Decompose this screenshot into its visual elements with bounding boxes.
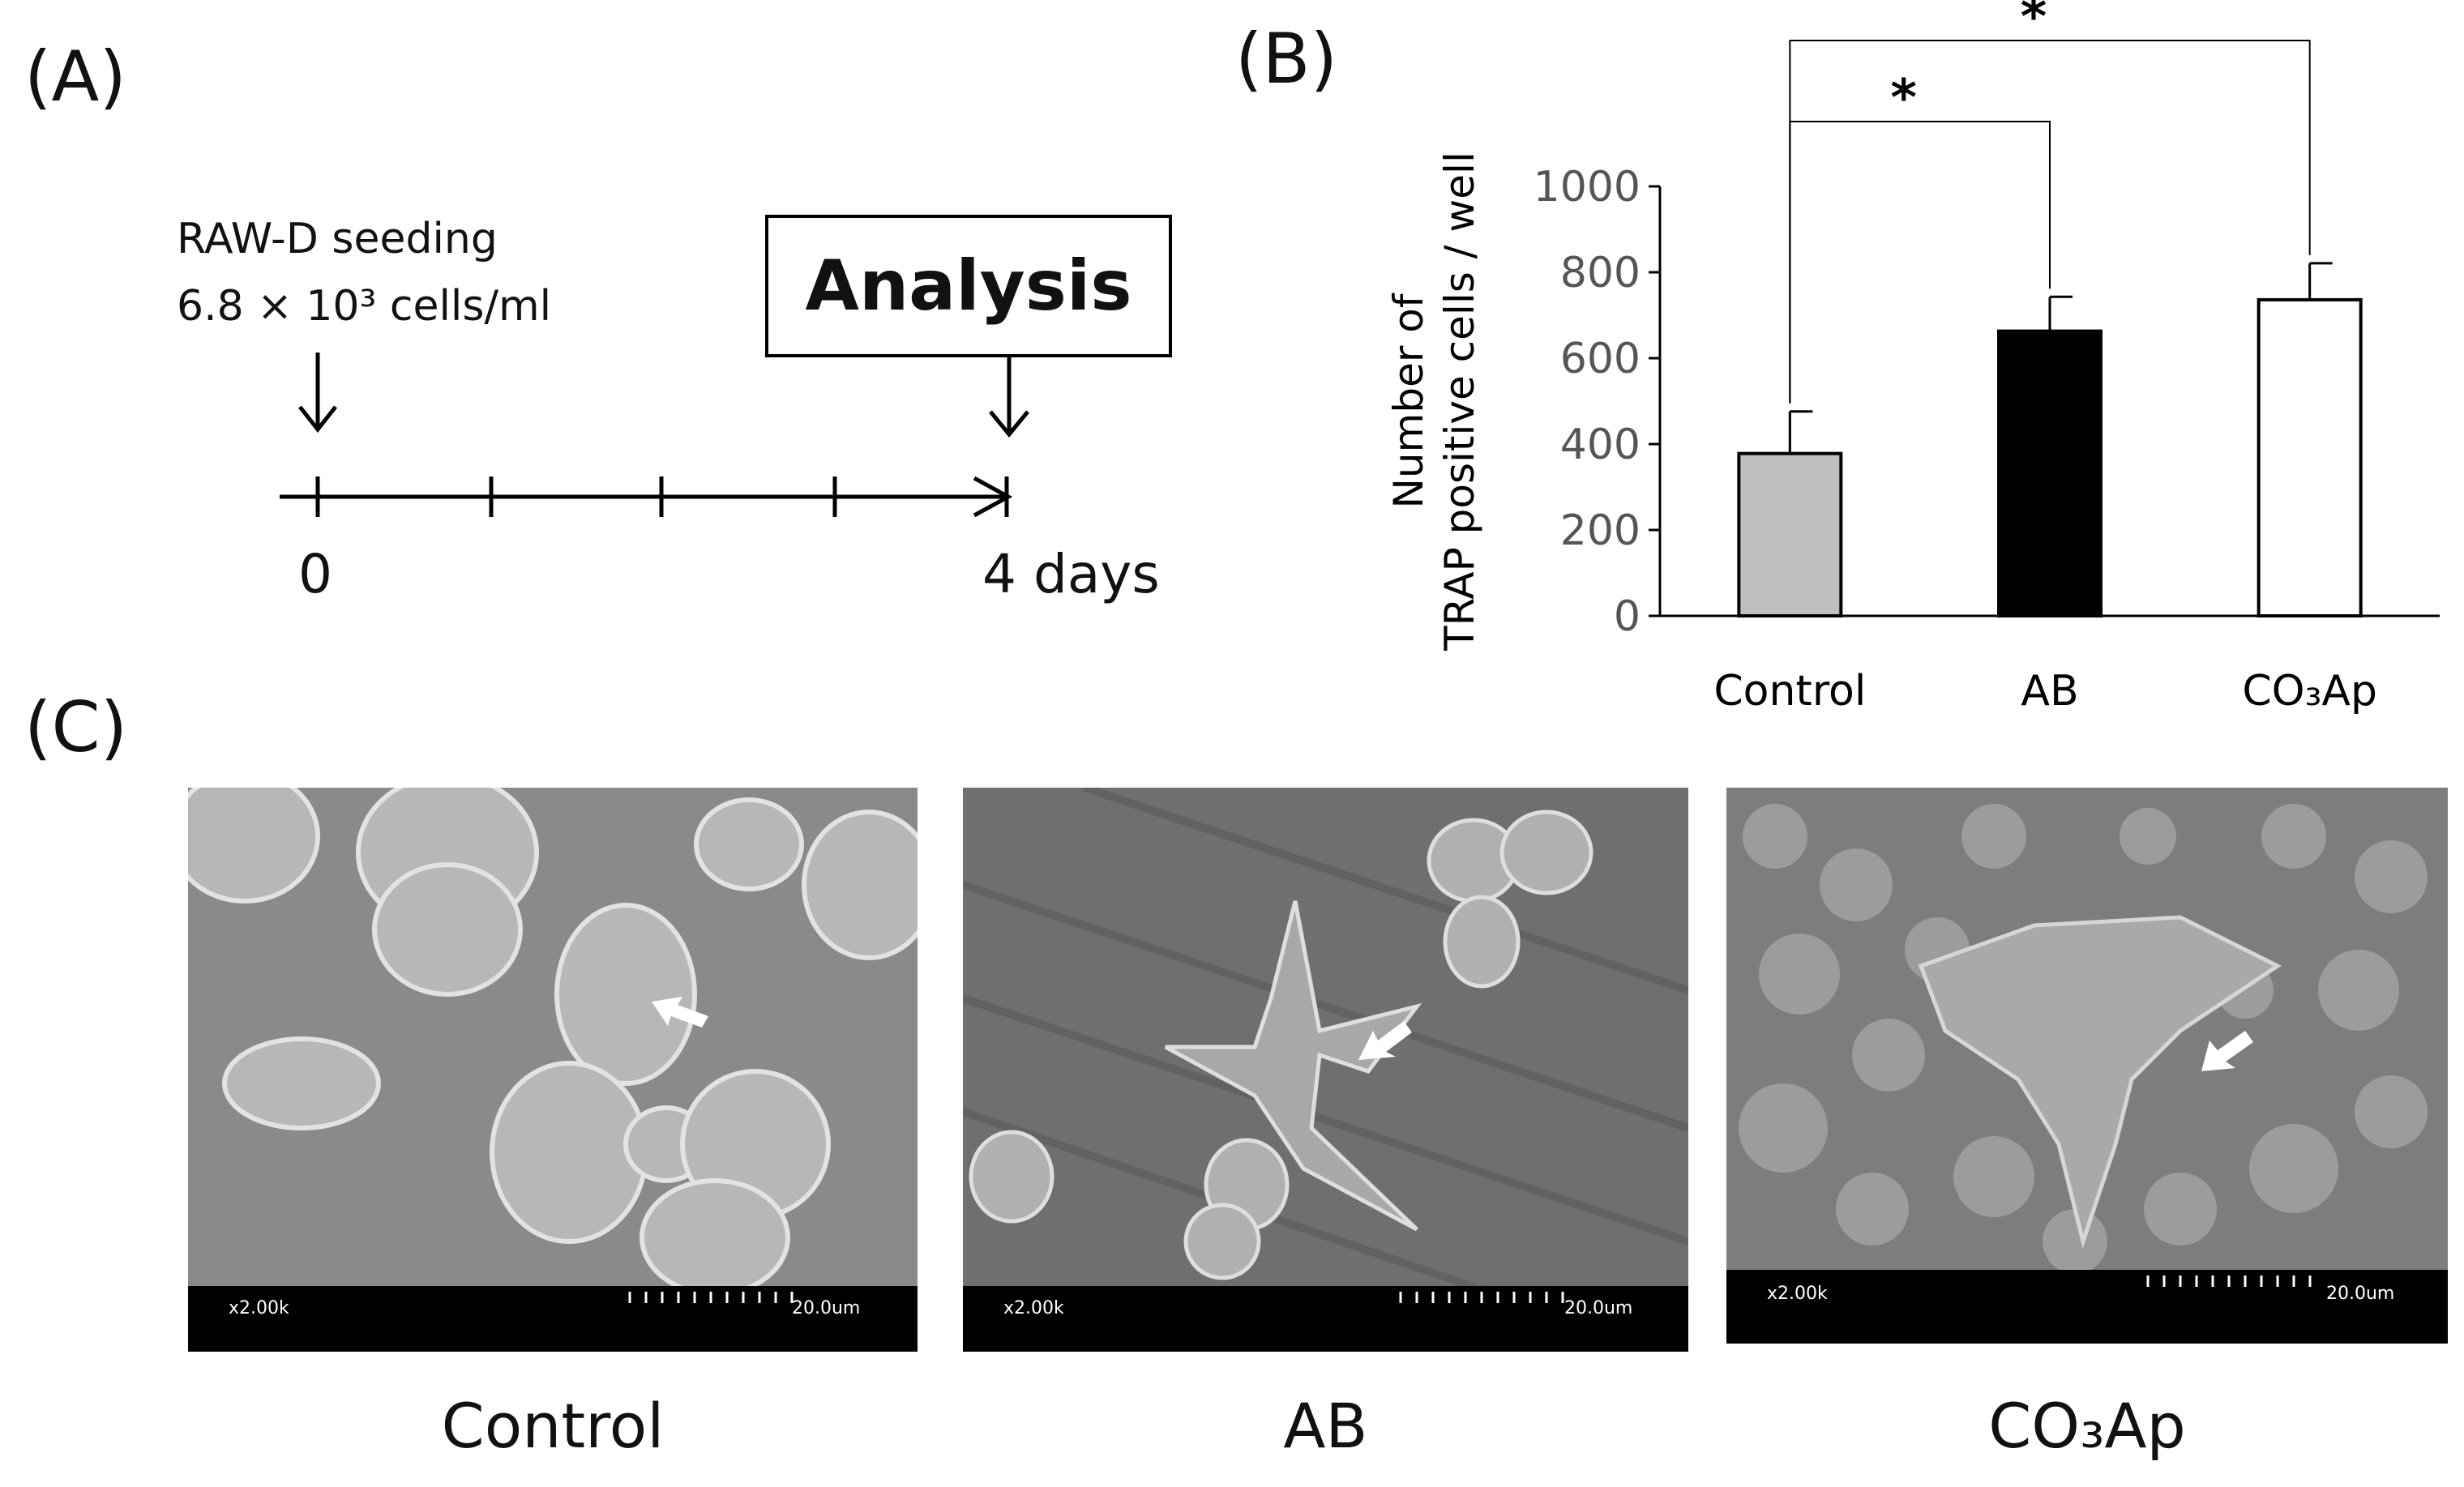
white-arrow-icon — [652, 997, 708, 1028]
panel-c-label: (C) — [24, 687, 128, 768]
sem-micrograph-control — [188, 788, 918, 1352]
sem-magnification: x2.00k — [229, 1298, 289, 1318]
x-tick-label-2: CO₃Ap — [2242, 667, 2377, 716]
bar-0 — [1737, 451, 1843, 617]
sem-image-control: x2.00k 20.0um — [188, 788, 918, 1352]
trap-bar-chart: 0 200 400 600 800 1000 Number of TRAP positive … — [1385, 0, 2440, 716]
sem-caption-control: Control — [441, 1390, 665, 1462]
timeline-diagram — [280, 353, 1029, 518]
y-tick-label-400: 400 — [1560, 421, 1641, 469]
sem-scale-bar — [1726, 1270, 2448, 1344]
sem-scale-label: 20.0um — [1564, 1298, 1633, 1318]
bar-2 — [2257, 297, 2363, 617]
sem-scale-bar — [188, 1286, 918, 1352]
seeding-density: 6.8 × 10³ cells/ml — [177, 282, 552, 331]
sem-caption-co3ap: CO₃Ap — [1988, 1390, 2186, 1462]
significance-label-1: * — [2021, 0, 2047, 46]
significance-label-0: * — [1890, 68, 1916, 127]
seeding-arrow-head — [298, 405, 337, 434]
sem-image-co3ap: x2.00k 20.0um — [1726, 788, 2448, 1344]
significance-bracket-1 — [1789, 40, 2311, 404]
y-tick-label-800: 800 — [1560, 249, 1641, 297]
y-tick-label-600: 600 — [1560, 335, 1641, 383]
sem-scale-label: 20.0um — [2326, 1284, 2395, 1304]
white-arrow-icon — [2201, 1031, 2253, 1071]
seeding-label: RAW-D seeding — [177, 215, 498, 263]
x-tick-label-1: AB — [2021, 667, 2078, 716]
y-tick-label-200: 200 — [1560, 506, 1641, 555]
sem-caption-ab: AB — [1283, 1390, 1368, 1462]
sem-scale-bar — [963, 1286, 1688, 1352]
timeline-start-label: 0 — [298, 543, 332, 605]
panel-a-label: (A) — [24, 36, 126, 118]
bar-1 — [1997, 329, 2103, 617]
sem-magnification: x2.00k — [1003, 1298, 1064, 1318]
panel-b-label: (B) — [1235, 19, 1338, 100]
sem-image-ab: x2.00k 20.0um — [963, 788, 1688, 1352]
analysis-box: Analysis — [765, 215, 1172, 357]
sem-micrograph-co3ap — [1726, 788, 2448, 1344]
y-tick-label-1000: 1000 — [1534, 163, 1641, 212]
y-axis-label-line2: TRAP positive cells / well — [1436, 152, 1483, 652]
sem-micrograph-ab — [963, 788, 1688, 1352]
sem-scale-label: 20.0um — [792, 1298, 861, 1318]
analysis-label: Analysis — [805, 246, 1132, 327]
y-tick-label-0: 0 — [1614, 592, 1641, 641]
white-arrow-icon — [1358, 1021, 1412, 1060]
sem-magnification: x2.00k — [1767, 1284, 1828, 1304]
timeline-end-label: 4 days — [982, 543, 1160, 605]
analysis-arrow-head — [989, 410, 1029, 438]
x-tick-label-0: Control — [1713, 667, 1866, 716]
y-axis-label-line1: Number of — [1385, 293, 1432, 508]
